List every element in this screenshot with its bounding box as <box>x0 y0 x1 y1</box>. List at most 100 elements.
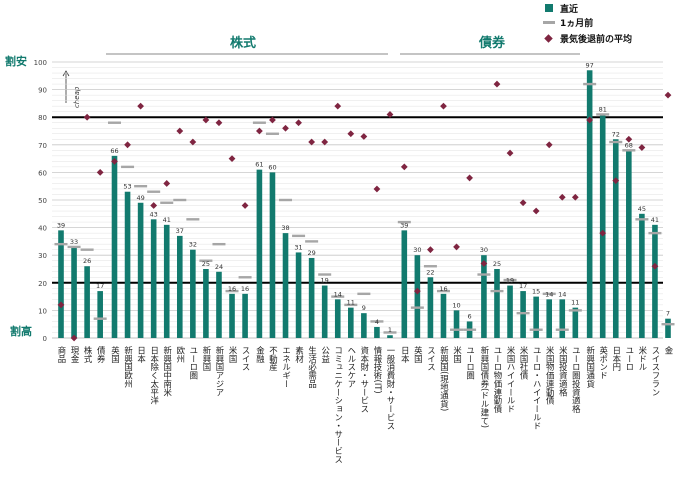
bars-layer <box>58 70 671 338</box>
bar-value-label: 19 <box>321 277 329 285</box>
bar-value-label: 1 <box>388 326 392 334</box>
marker-month-ago <box>635 218 649 221</box>
marker-month-ago <box>609 140 623 144</box>
category-label: 日本 <box>400 346 410 364</box>
marker-month-ago <box>622 149 636 152</box>
y-tick-label: 90 <box>38 87 47 95</box>
marker-recession-avg <box>150 202 158 209</box>
category-label: 金融 <box>255 345 265 363</box>
legend-current-swatch <box>545 4 553 12</box>
marker-recession-avg <box>625 135 633 143</box>
category-label: 日本除く太平洋 <box>150 346 160 406</box>
category-label: 公益 <box>321 346 331 363</box>
bar-value-label: 45 <box>638 205 646 213</box>
bar-value-label: 17 <box>96 282 104 290</box>
bar-value-label: 43 <box>150 210 158 218</box>
category-label: 生活必需品 <box>308 345 318 389</box>
marker-recession-avg <box>373 185 381 193</box>
bar-current <box>216 271 222 338</box>
marker-month-ago <box>596 113 610 116</box>
marker-month-ago <box>212 242 226 246</box>
bar-current <box>533 296 539 338</box>
category-label: ユーロ圏 <box>189 346 199 381</box>
marker-recession-avg <box>506 149 514 157</box>
bar-value-label: 81 <box>599 105 607 113</box>
marker-month-ago <box>661 323 675 326</box>
category-label: 新興国中南米 <box>163 345 173 397</box>
bar-value-label: 19 <box>506 277 514 285</box>
bar-current <box>190 249 196 338</box>
category-label: 英ポンド <box>599 345 609 379</box>
marker-month-ago <box>503 278 517 282</box>
category-label: 英国 <box>413 345 423 363</box>
marker-recession-avg <box>163 180 171 187</box>
bar-current <box>639 213 645 338</box>
category-label: 素材 <box>295 345 305 362</box>
bar-current <box>612 139 619 338</box>
marker-recession-avg <box>256 127 263 135</box>
bar-value-label: 26 <box>83 257 91 265</box>
marker-recession-avg <box>189 138 197 146</box>
bar-current <box>374 326 380 338</box>
bar-current <box>111 155 118 338</box>
marker-month-ago <box>238 276 252 279</box>
marker-month-ago <box>542 292 556 296</box>
marker-month-ago <box>93 317 107 320</box>
category-label: 新興国 <box>202 345 212 372</box>
category-label: 米国 <box>453 345 463 363</box>
bar-current <box>520 291 526 338</box>
bar-current <box>84 266 90 338</box>
category-label: エネルギー <box>282 346 292 388</box>
category-label: 新興国欧州 <box>124 345 134 388</box>
bar-current <box>494 269 500 338</box>
marker-month-ago <box>107 121 121 124</box>
bar-value-label: 32 <box>189 241 197 249</box>
marker-recession-avg <box>532 207 540 215</box>
y-tick-label: 20 <box>38 280 47 288</box>
marker-month-ago <box>423 265 437 268</box>
legend-month-ago-label: 1ヵ月前 <box>560 17 593 29</box>
marker-month-ago <box>173 198 187 202</box>
bar-current <box>203 269 209 338</box>
marker-month-ago <box>331 295 345 298</box>
bar-value-label: 38 <box>281 224 289 232</box>
bar-value-label: 15 <box>532 288 540 296</box>
category-label: ユーロ圏 <box>466 346 476 381</box>
bar-value-label: 14 <box>334 290 342 298</box>
marker-recession-avg <box>202 116 210 124</box>
group-title-equity: 株式 <box>230 35 256 51</box>
legend-recession-label: 景気後退前の平均 <box>560 33 632 45</box>
marker-month-ago <box>357 292 371 296</box>
category-label: ユーロ物価連動債 <box>493 346 503 414</box>
marker-recession-avg <box>599 229 607 237</box>
category-label: ヘルスケア <box>347 346 357 388</box>
marker-month-ago <box>490 289 504 293</box>
category-label: 日本 <box>137 346 147 364</box>
bar-value-label: 66 <box>110 147 118 155</box>
bar-current <box>599 114 606 338</box>
marker-month-ago <box>555 328 569 331</box>
cheap-arrow-label: cheap <box>73 86 81 108</box>
marker-month-ago <box>54 242 68 246</box>
bar-value-label: 6 <box>468 312 472 320</box>
bar-value-label: 61 <box>255 161 263 169</box>
marker-recession-avg <box>334 102 342 110</box>
y-tick-label: 40 <box>38 225 47 233</box>
marker-recession-avg <box>571 193 579 201</box>
bar-value-label: 9 <box>362 304 366 312</box>
marker-month-ago <box>225 289 239 293</box>
marker-recession-avg <box>466 174 473 182</box>
bar-current <box>269 172 276 338</box>
category-label: スイスフラン <box>651 346 661 396</box>
category-label: 米ドル <box>638 345 648 371</box>
category-label: ユーロ・ハイイールド <box>532 346 542 430</box>
marker-month-ago <box>147 190 161 193</box>
category-label: 米国物価連動債 <box>545 345 555 405</box>
category-label: 一般消費財・サービス <box>386 346 396 430</box>
category-label: ユーロ圏投資適格 <box>571 346 581 414</box>
bar-current <box>242 293 248 338</box>
bar-current <box>414 255 421 338</box>
marker-recession-avg <box>586 116 594 124</box>
category-label: スイス <box>241 346 251 371</box>
